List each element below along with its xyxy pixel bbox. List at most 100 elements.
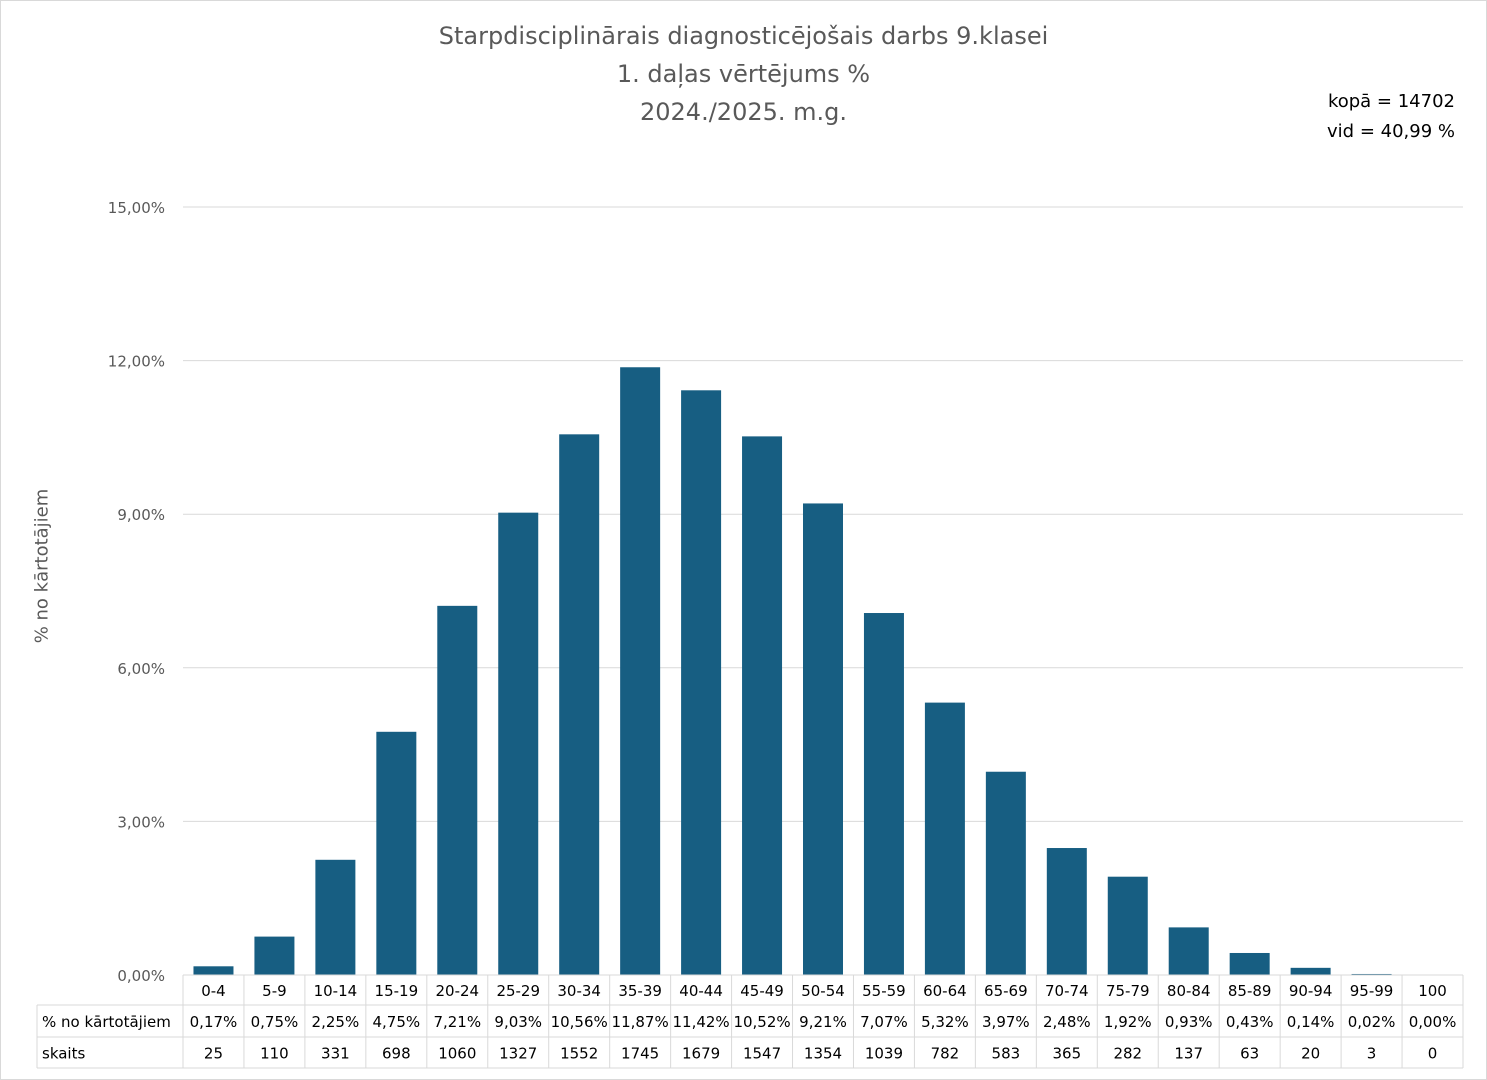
- bar: [254, 936, 295, 975]
- category-label: 55-59: [862, 982, 906, 1000]
- table-cell: 0,17%: [190, 1013, 238, 1031]
- table-cell: 1327: [499, 1045, 537, 1063]
- category-label: 50-54: [801, 982, 845, 1000]
- stat-total: kopā = 14702: [1327, 91, 1455, 112]
- bar: [498, 512, 539, 975]
- table-cell: 1,92%: [1104, 1013, 1152, 1031]
- category-label: 0-4: [201, 982, 226, 1000]
- table-row-label: % no kārtotājiem: [42, 1013, 171, 1031]
- table-cell: 137: [1174, 1045, 1203, 1063]
- bar: [193, 966, 234, 975]
- y-tick-label: 15,00%: [108, 199, 165, 217]
- table-cell: 2,48%: [1043, 1013, 1091, 1031]
- table-cell: 11,87%: [612, 1013, 669, 1031]
- table-cell: 583: [992, 1045, 1021, 1063]
- chart-title-line-2: 1. daļas vērtējums %: [616, 60, 871, 88]
- bar: [315, 859, 356, 975]
- bar: [559, 434, 600, 975]
- table-cell: 1552: [560, 1045, 598, 1063]
- category-label: 15-19: [375, 982, 419, 1000]
- category-label: 5-9: [262, 982, 287, 1000]
- y-axis-ticks: 0,00% 3,00% 6,00% 9,00% 12,00% 15,00%: [108, 199, 165, 985]
- bar: [1107, 876, 1148, 975]
- table-cell: 331: [321, 1045, 350, 1063]
- table-cell: 9,03%: [494, 1013, 542, 1031]
- y-tick-label: 6,00%: [117, 660, 165, 678]
- y-tick-label: 9,00%: [117, 506, 165, 524]
- category-label: 30-34: [557, 982, 601, 1000]
- bar: [742, 436, 783, 976]
- table-cell: 0,02%: [1348, 1013, 1396, 1031]
- table-cell: 25: [204, 1045, 223, 1063]
- bar: [620, 367, 661, 976]
- table-cell: 365: [1052, 1045, 1081, 1063]
- y-tick-label: 12,00%: [108, 353, 165, 371]
- table-cell: 1354: [804, 1045, 842, 1063]
- category-label: 90-94: [1289, 982, 1333, 1000]
- y-tick-label: 3,00%: [117, 813, 165, 831]
- category-label: 20-24: [435, 982, 479, 1000]
- table-cell: 1060: [438, 1045, 476, 1063]
- table-cell: 782: [931, 1045, 960, 1063]
- chart-title-line-3: 2024./2025. m.g.: [640, 98, 847, 126]
- table-cell: 11,42%: [672, 1013, 729, 1031]
- bar: [924, 702, 965, 975]
- table-cell: 0,43%: [1226, 1013, 1274, 1031]
- bar: [376, 731, 417, 975]
- category-label: 70-74: [1045, 982, 1089, 1000]
- category-label: 40-44: [679, 982, 723, 1000]
- category-label: 45-49: [740, 982, 784, 1000]
- table-cell: 0,14%: [1287, 1013, 1335, 1031]
- table-cell: 1547: [743, 1045, 781, 1063]
- table-cell: 1679: [682, 1045, 720, 1063]
- bar: [1168, 927, 1209, 975]
- category-label: 65-69: [984, 982, 1028, 1000]
- table-cell: 4,75%: [373, 1013, 421, 1031]
- table-cell: 63: [1240, 1045, 1259, 1063]
- table-cell: 2,25%: [312, 1013, 360, 1031]
- table-cell: 0,00%: [1409, 1013, 1457, 1031]
- table-cell: 0,75%: [251, 1013, 299, 1031]
- category-label: 95-99: [1350, 982, 1394, 1000]
- table-cell: 282: [1113, 1045, 1142, 1063]
- table-cell: 698: [382, 1045, 411, 1063]
- category-label: 60-64: [923, 982, 967, 1000]
- bar: [863, 613, 904, 975]
- category-label: 10-14: [314, 982, 358, 1000]
- table-cell: 1745: [621, 1045, 659, 1063]
- table-row-label: skaits: [42, 1045, 85, 1063]
- table-cell: 5,32%: [921, 1013, 969, 1031]
- bar: [803, 503, 843, 975]
- bar: [1290, 967, 1331, 975]
- bar: [681, 390, 722, 975]
- bar: [437, 605, 478, 975]
- table-cell: 7,21%: [433, 1013, 481, 1031]
- category-label: 85-89: [1228, 982, 1272, 1000]
- category-label: 100: [1418, 982, 1447, 1000]
- table-cell: 1039: [865, 1045, 903, 1063]
- table-cell: 10,52%: [733, 1013, 790, 1031]
- table-cell: 3: [1367, 1045, 1377, 1063]
- category-label: 25-29: [496, 982, 540, 1000]
- bars: [193, 367, 1392, 976]
- bar: [1046, 848, 1087, 975]
- table-cell: 0: [1428, 1045, 1438, 1063]
- table-cell: 10,56%: [551, 1013, 608, 1031]
- table-cell: 0,93%: [1165, 1013, 1213, 1031]
- bar: [1229, 952, 1270, 975]
- bar: [985, 771, 1026, 975]
- category-label: 35-39: [618, 982, 662, 1000]
- category-label: 80-84: [1167, 982, 1211, 1000]
- stat-average: vid = 40,99 %: [1327, 121, 1455, 142]
- bar: [1351, 973, 1392, 975]
- data-table: 0-4 5-9 10-14 15-19 20-24 25-29 30-34 35-39 40-4…: [36, 974, 1464, 1069]
- table-cell: 7,07%: [860, 1013, 908, 1031]
- table-cell: 9,21%: [799, 1013, 847, 1031]
- table-cell: 110: [260, 1045, 289, 1063]
- y-tick-label: 0,00%: [117, 967, 165, 985]
- table-cell: 20: [1301, 1045, 1320, 1063]
- category-label: 75-79: [1106, 982, 1150, 1000]
- table-cell: 3,97%: [982, 1013, 1030, 1031]
- chart-title-line-1: Starpdisciplinārais diagnosticējošais da…: [438, 22, 1049, 50]
